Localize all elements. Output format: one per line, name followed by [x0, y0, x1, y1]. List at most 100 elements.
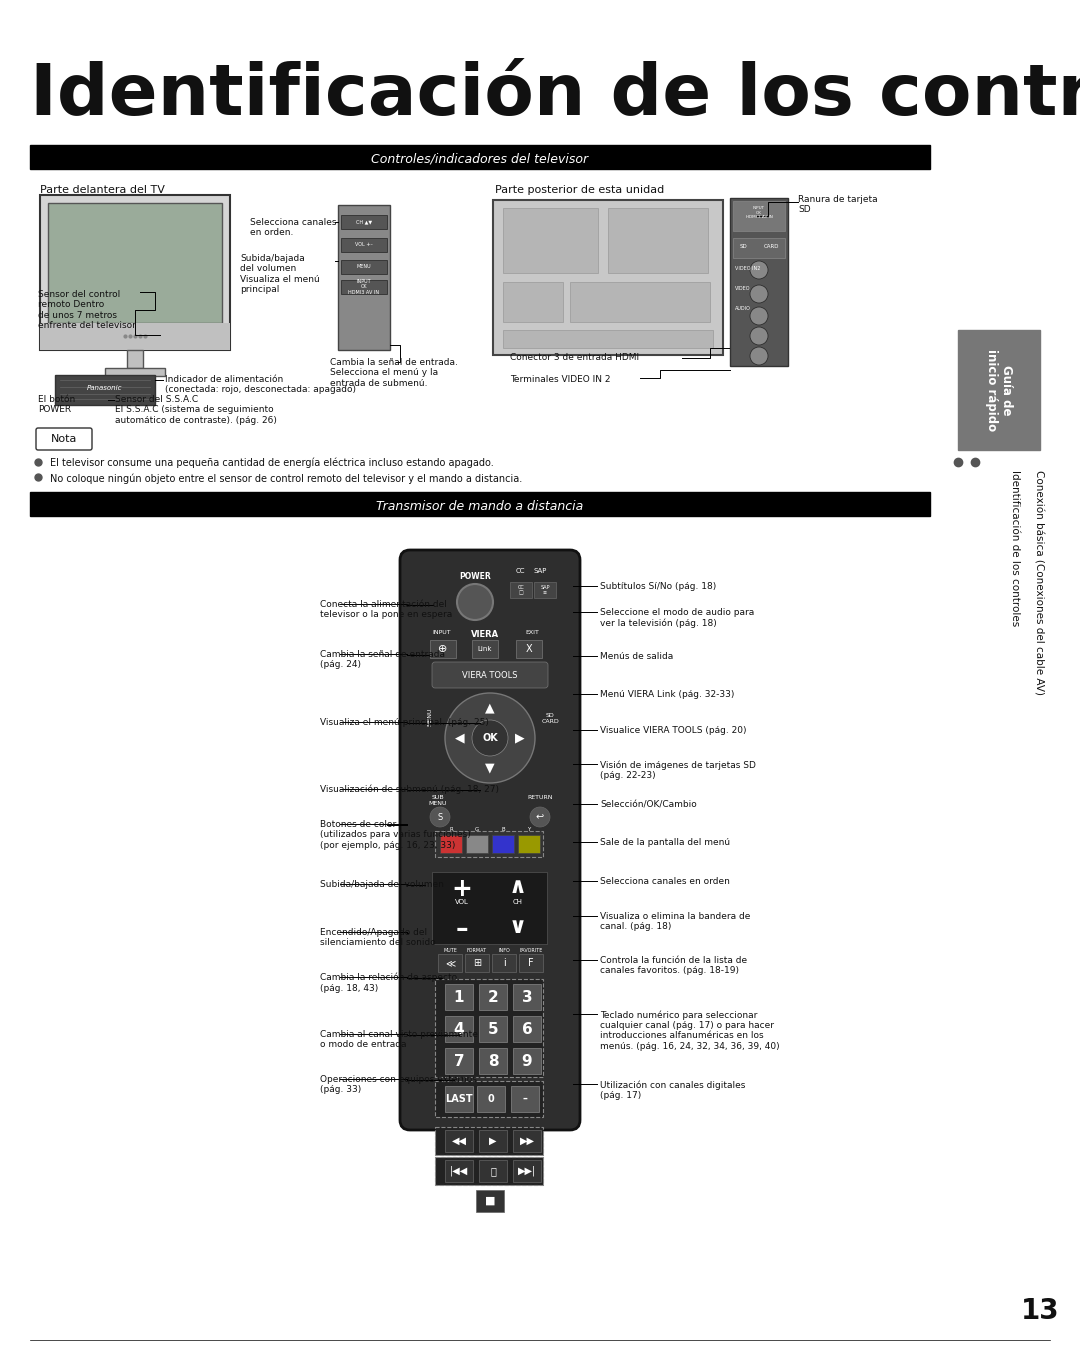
- Text: Parte delantera del TV: Parte delantera del TV: [40, 185, 165, 195]
- Text: Operaciones con equipos externos
(pág. 33): Operaciones con equipos externos (pág. 3…: [320, 1076, 477, 1095]
- Text: Visualización de submenú (pág. 18, 27): Visualización de submenú (pág. 18, 27): [320, 785, 499, 794]
- Bar: [341, 238, 387, 252]
- Text: OK: OK: [482, 733, 498, 743]
- Text: Y: Y: [527, 827, 530, 832]
- Bar: [513, 1049, 541, 1074]
- Text: ▶▶|: ▶▶|: [518, 1166, 536, 1176]
- Bar: [465, 835, 488, 852]
- Text: ■: ■: [485, 1196, 496, 1206]
- Text: X: X: [526, 644, 532, 653]
- Text: 13: 13: [1021, 1298, 1059, 1325]
- Text: Controla la función de la lista de
canales favoritos. (pág. 18-19): Controla la función de la lista de canal…: [600, 957, 747, 976]
- Bar: [445, 1086, 473, 1112]
- Text: El botón
POWER: El botón POWER: [38, 395, 76, 414]
- Text: 8: 8: [488, 1054, 498, 1069]
- Text: 6: 6: [522, 1022, 532, 1036]
- Bar: [733, 202, 785, 231]
- Text: ∨: ∨: [509, 917, 527, 938]
- Text: ⊞: ⊞: [473, 958, 481, 967]
- Text: Botones de color
(utilizados para varias funciones)
(por ejemplo, pág. 16, 23, 3: Botones de color (utilizados para varias…: [320, 820, 471, 850]
- Text: Controles/indicadores del televisor: Controles/indicadores del televisor: [372, 153, 589, 166]
- Bar: [105, 368, 165, 376]
- Text: SD: SD: [740, 244, 747, 249]
- Text: Identificación de los controles: Identificación de los controles: [1010, 469, 1020, 626]
- Text: Menús de salida: Menús de salida: [600, 652, 673, 662]
- Bar: [341, 215, 387, 229]
- Circle shape: [750, 285, 768, 303]
- Bar: [435, 980, 543, 1077]
- Text: VIDEO: VIDEO: [735, 285, 751, 291]
- Text: SAP
≡: SAP ≡: [540, 584, 550, 595]
- Text: S: S: [437, 813, 443, 821]
- Text: MENU: MENU: [356, 264, 372, 269]
- Text: 0: 0: [488, 1095, 495, 1104]
- Text: Parte posterior de esta unidad: Parte posterior de esta unidad: [495, 185, 664, 195]
- Circle shape: [750, 327, 768, 345]
- Bar: [503, 281, 563, 322]
- Bar: [438, 954, 462, 971]
- Bar: [519, 954, 543, 971]
- Text: Utilización con canales digitales
(pág. 17): Utilización con canales digitales (pág. …: [600, 1080, 745, 1100]
- Bar: [40, 323, 230, 350]
- Text: Visualice VIERA TOOLS (pág. 20): Visualice VIERA TOOLS (pág. 20): [600, 727, 746, 735]
- Bar: [476, 1191, 504, 1212]
- Bar: [608, 208, 708, 273]
- Text: Conector 3 de entrada HDMI: Conector 3 de entrada HDMI: [510, 353, 639, 363]
- Text: i: i: [502, 958, 505, 967]
- Text: INFO: INFO: [498, 948, 510, 953]
- FancyBboxPatch shape: [400, 551, 580, 1130]
- Text: |◀◀: |◀◀: [450, 1166, 468, 1176]
- Bar: [341, 280, 387, 294]
- Bar: [492, 835, 514, 852]
- Text: SD
CARD: SD CARD: [541, 713, 558, 724]
- Bar: [503, 208, 598, 273]
- Text: ▶▶: ▶▶: [519, 1137, 535, 1146]
- Text: SAP: SAP: [534, 568, 546, 574]
- FancyBboxPatch shape: [36, 428, 92, 451]
- Text: ↩: ↩: [536, 812, 544, 823]
- Bar: [511, 1086, 539, 1112]
- Text: Terminales VIDEO IN 2: Terminales VIDEO IN 2: [510, 375, 610, 384]
- Text: RETURN: RETURN: [527, 796, 553, 800]
- Text: G: G: [475, 827, 480, 832]
- Text: AUDIO: AUDIO: [735, 306, 751, 311]
- Bar: [435, 1127, 543, 1155]
- Bar: [40, 195, 230, 350]
- Bar: [30, 492, 930, 515]
- Bar: [480, 984, 507, 1009]
- Text: POWER: POWER: [459, 572, 491, 580]
- Bar: [445, 1160, 473, 1183]
- Text: Transmisor de mando a distancia: Transmisor de mando a distancia: [376, 501, 583, 513]
- Bar: [472, 640, 498, 658]
- Bar: [480, 1130, 507, 1151]
- Bar: [55, 375, 156, 405]
- Circle shape: [445, 693, 535, 783]
- Bar: [492, 954, 516, 971]
- Text: CH: CH: [513, 898, 523, 905]
- Text: Cambia la relación de aspecto
(pág. 18, 43): Cambia la relación de aspecto (pág. 18, …: [320, 973, 457, 993]
- FancyBboxPatch shape: [432, 662, 548, 687]
- Text: Sensor del S.S.A.C
El S.S.A.C (sistema de seguimiento
automático de contraste). : Sensor del S.S.A.C El S.S.A.C (sistema d…: [114, 395, 276, 425]
- Text: Indicador de alimentación
(conectada: rojo, desconectada: apagado): Indicador de alimentación (conectada: ro…: [165, 375, 356, 395]
- Bar: [480, 1049, 507, 1074]
- Bar: [518, 835, 540, 852]
- Text: TV: TV: [484, 1239, 496, 1250]
- Bar: [445, 1130, 473, 1151]
- Text: Link: Link: [477, 645, 492, 652]
- Bar: [48, 203, 222, 323]
- Text: EXIT: EXIT: [525, 630, 539, 635]
- Text: Cambia al canal visto previamente
o modo de entrada: Cambia al canal visto previamente o modo…: [320, 1030, 477, 1050]
- Bar: [480, 1016, 507, 1042]
- Text: VOL: VOL: [455, 898, 469, 905]
- Text: +: +: [451, 877, 472, 901]
- Bar: [513, 1160, 541, 1183]
- Text: Visualiza el menú principal. (pág. 25): Visualiza el menú principal. (pág. 25): [320, 718, 489, 727]
- Text: Sensor del control
remoto Dentro
de unos 7 metros
enfrente del televisor: Sensor del control remoto Dentro de unos…: [38, 290, 136, 330]
- Text: 1: 1: [454, 989, 464, 1004]
- Text: Panasonic: Panasonic: [459, 1224, 522, 1235]
- Text: 7: 7: [454, 1054, 464, 1069]
- Text: CH ▲▼: CH ▲▼: [356, 219, 373, 225]
- Bar: [432, 871, 546, 944]
- Text: Teclado numérico para seleccionar
cualquier canal (pág. 17) o para hacer
introdu: Teclado numérico para seleccionar cualqu…: [600, 1009, 780, 1051]
- Text: ⏸: ⏸: [490, 1166, 496, 1176]
